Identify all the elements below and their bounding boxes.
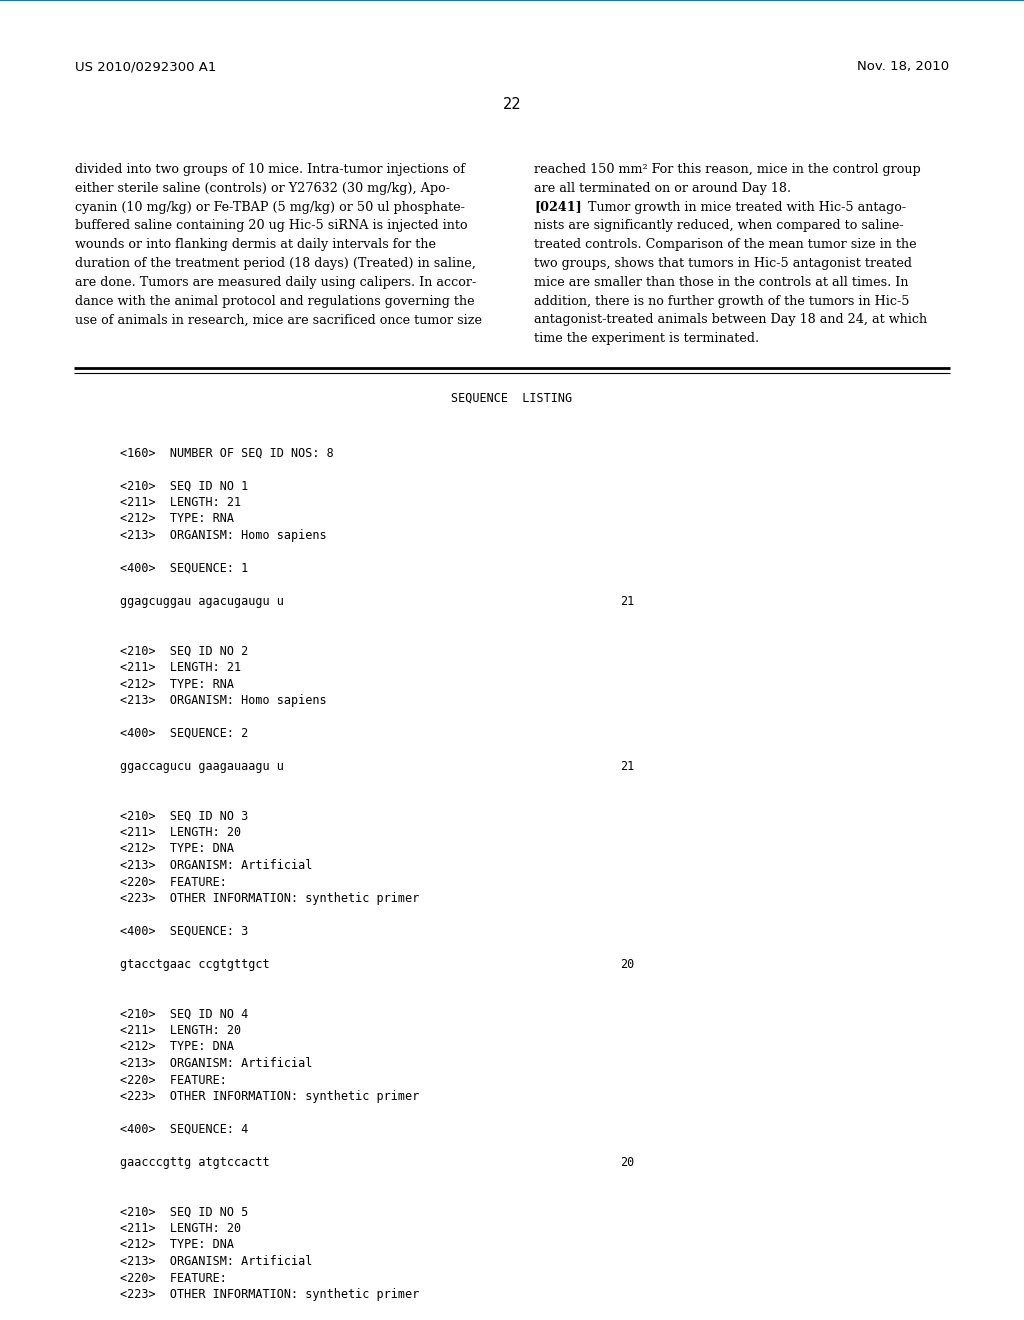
Text: US 2010/0292300 A1: US 2010/0292300 A1 [75,59,216,73]
Text: <212>  TYPE: DNA: <212> TYPE: DNA [120,1238,234,1251]
Text: addition, there is no further growth of the tumors in Hic-5: addition, there is no further growth of … [534,294,909,308]
Text: <211>  LENGTH: 20: <211> LENGTH: 20 [120,1222,241,1236]
Text: <223>  OTHER INFORMATION: synthetic primer: <223> OTHER INFORMATION: synthetic prime… [120,1090,419,1104]
Text: treated controls. Comparison of the mean tumor size in the: treated controls. Comparison of the mean… [534,238,916,251]
Text: 20: 20 [620,958,634,972]
Text: <212>  TYPE: DNA: <212> TYPE: DNA [120,842,234,855]
Text: <212>  TYPE: DNA: <212> TYPE: DNA [120,1040,234,1053]
Text: nists are significantly reduced, when compared to saline-: nists are significantly reduced, when co… [534,219,903,232]
Text: <210>  SEQ ID NO 2: <210> SEQ ID NO 2 [120,644,248,657]
Text: buffered saline containing 20 ug Hic-5 siRNA is injected into: buffered saline containing 20 ug Hic-5 s… [75,219,468,232]
Text: <211>  LENGTH: 20: <211> LENGTH: 20 [120,826,241,840]
Text: SEQUENCE  LISTING: SEQUENCE LISTING [452,392,572,405]
Text: are done. Tumors are measured daily using calipers. In accor-: are done. Tumors are measured daily usin… [75,276,476,289]
Text: [0241]: [0241] [534,201,582,214]
Text: ggaccagucu gaagauaagu u: ggaccagucu gaagauaagu u [120,760,284,774]
Text: antagonist-treated animals between Day 18 and 24, at which: antagonist-treated animals between Day 1… [534,313,927,326]
Text: <400>  SEQUENCE: 1: <400> SEQUENCE: 1 [120,562,248,576]
Text: reached 150 mm² For this reason, mice in the control group: reached 150 mm² For this reason, mice in… [534,162,921,176]
Text: <160>  NUMBER OF SEQ ID NOS: 8: <160> NUMBER OF SEQ ID NOS: 8 [120,446,334,459]
Text: <223>  OTHER INFORMATION: synthetic primer: <223> OTHER INFORMATION: synthetic prime… [120,892,419,906]
Text: cyanin (10 mg/kg) or Fe-TBAP (5 mg/kg) or 50 ul phosphate-: cyanin (10 mg/kg) or Fe-TBAP (5 mg/kg) o… [75,201,465,214]
Text: time the experiment is terminated.: time the experiment is terminated. [534,333,759,346]
Text: are all terminated on or around Day 18.: are all terminated on or around Day 18. [534,182,792,195]
Text: <210>  SEQ ID NO 5: <210> SEQ ID NO 5 [120,1205,248,1218]
Text: <211>  LENGTH: 21: <211> LENGTH: 21 [120,661,241,675]
Text: <212>  TYPE: RNA: <212> TYPE: RNA [120,512,234,525]
Text: <220>  FEATURE:: <220> FEATURE: [120,875,227,888]
Text: 21: 21 [620,595,634,609]
Text: <210>  SEQ ID NO 1: <210> SEQ ID NO 1 [120,479,248,492]
Text: <210>  SEQ ID NO 3: <210> SEQ ID NO 3 [120,809,248,822]
Text: <223>  OTHER INFORMATION: synthetic primer: <223> OTHER INFORMATION: synthetic prime… [120,1288,419,1302]
Text: <213>  ORGANISM: Homo sapiens: <213> ORGANISM: Homo sapiens [120,694,327,708]
Text: <210>  SEQ ID NO 4: <210> SEQ ID NO 4 [120,1007,248,1020]
Text: <400>  SEQUENCE: 2: <400> SEQUENCE: 2 [120,727,248,741]
Text: divided into two groups of 10 mice. Intra-tumor injections of: divided into two groups of 10 mice. Intr… [75,162,465,176]
Text: Nov. 18, 2010: Nov. 18, 2010 [857,59,949,73]
Text: 22: 22 [503,96,521,112]
Text: duration of the treatment period (18 days) (Treated) in saline,: duration of the treatment period (18 day… [75,257,476,271]
Text: <400>  SEQUENCE: 3: <400> SEQUENCE: 3 [120,925,248,939]
Text: dance with the animal protocol and regulations governing the: dance with the animal protocol and regul… [75,294,475,308]
Text: Tumor growth in mice treated with Hic-5 antago-: Tumor growth in mice treated with Hic-5 … [572,201,906,214]
Text: <212>  TYPE: RNA: <212> TYPE: RNA [120,677,234,690]
Text: 21: 21 [620,760,634,774]
Text: <220>  FEATURE:: <220> FEATURE: [120,1271,227,1284]
Text: either sterile saline (controls) or Y27632 (30 mg/kg), Apo-: either sterile saline (controls) or Y276… [75,182,450,195]
Text: <211>  LENGTH: 20: <211> LENGTH: 20 [120,1024,241,1038]
Text: ggagcuggau agacugaugu u: ggagcuggau agacugaugu u [120,595,284,609]
Text: two groups, shows that tumors in Hic-5 antagonist treated: two groups, shows that tumors in Hic-5 a… [534,257,912,271]
Text: <213>  ORGANISM: Artificial: <213> ORGANISM: Artificial [120,1057,312,1071]
Text: <213>  ORGANISM: Artificial: <213> ORGANISM: Artificial [120,859,312,873]
Text: 20: 20 [620,1156,634,1170]
Text: gaacccgttg atgtccactt: gaacccgttg atgtccactt [120,1156,269,1170]
Text: wounds or into flanking dermis at daily intervals for the: wounds or into flanking dermis at daily … [75,238,436,251]
Text: <213>  ORGANISM: Homo sapiens: <213> ORGANISM: Homo sapiens [120,529,327,543]
Text: gtacctgaac ccgtgttgct: gtacctgaac ccgtgttgct [120,958,269,972]
Text: mice are smaller than those in the controls at all times. In: mice are smaller than those in the contr… [534,276,908,289]
Text: use of animals in research, mice are sacrificed once tumor size: use of animals in research, mice are sac… [75,313,482,326]
Text: <400>  SEQUENCE: 4: <400> SEQUENCE: 4 [120,1123,248,1137]
Text: <213>  ORGANISM: Artificial: <213> ORGANISM: Artificial [120,1255,312,1269]
Text: <220>  FEATURE:: <220> FEATURE: [120,1073,227,1086]
Text: <211>  LENGTH: 21: <211> LENGTH: 21 [120,496,241,510]
